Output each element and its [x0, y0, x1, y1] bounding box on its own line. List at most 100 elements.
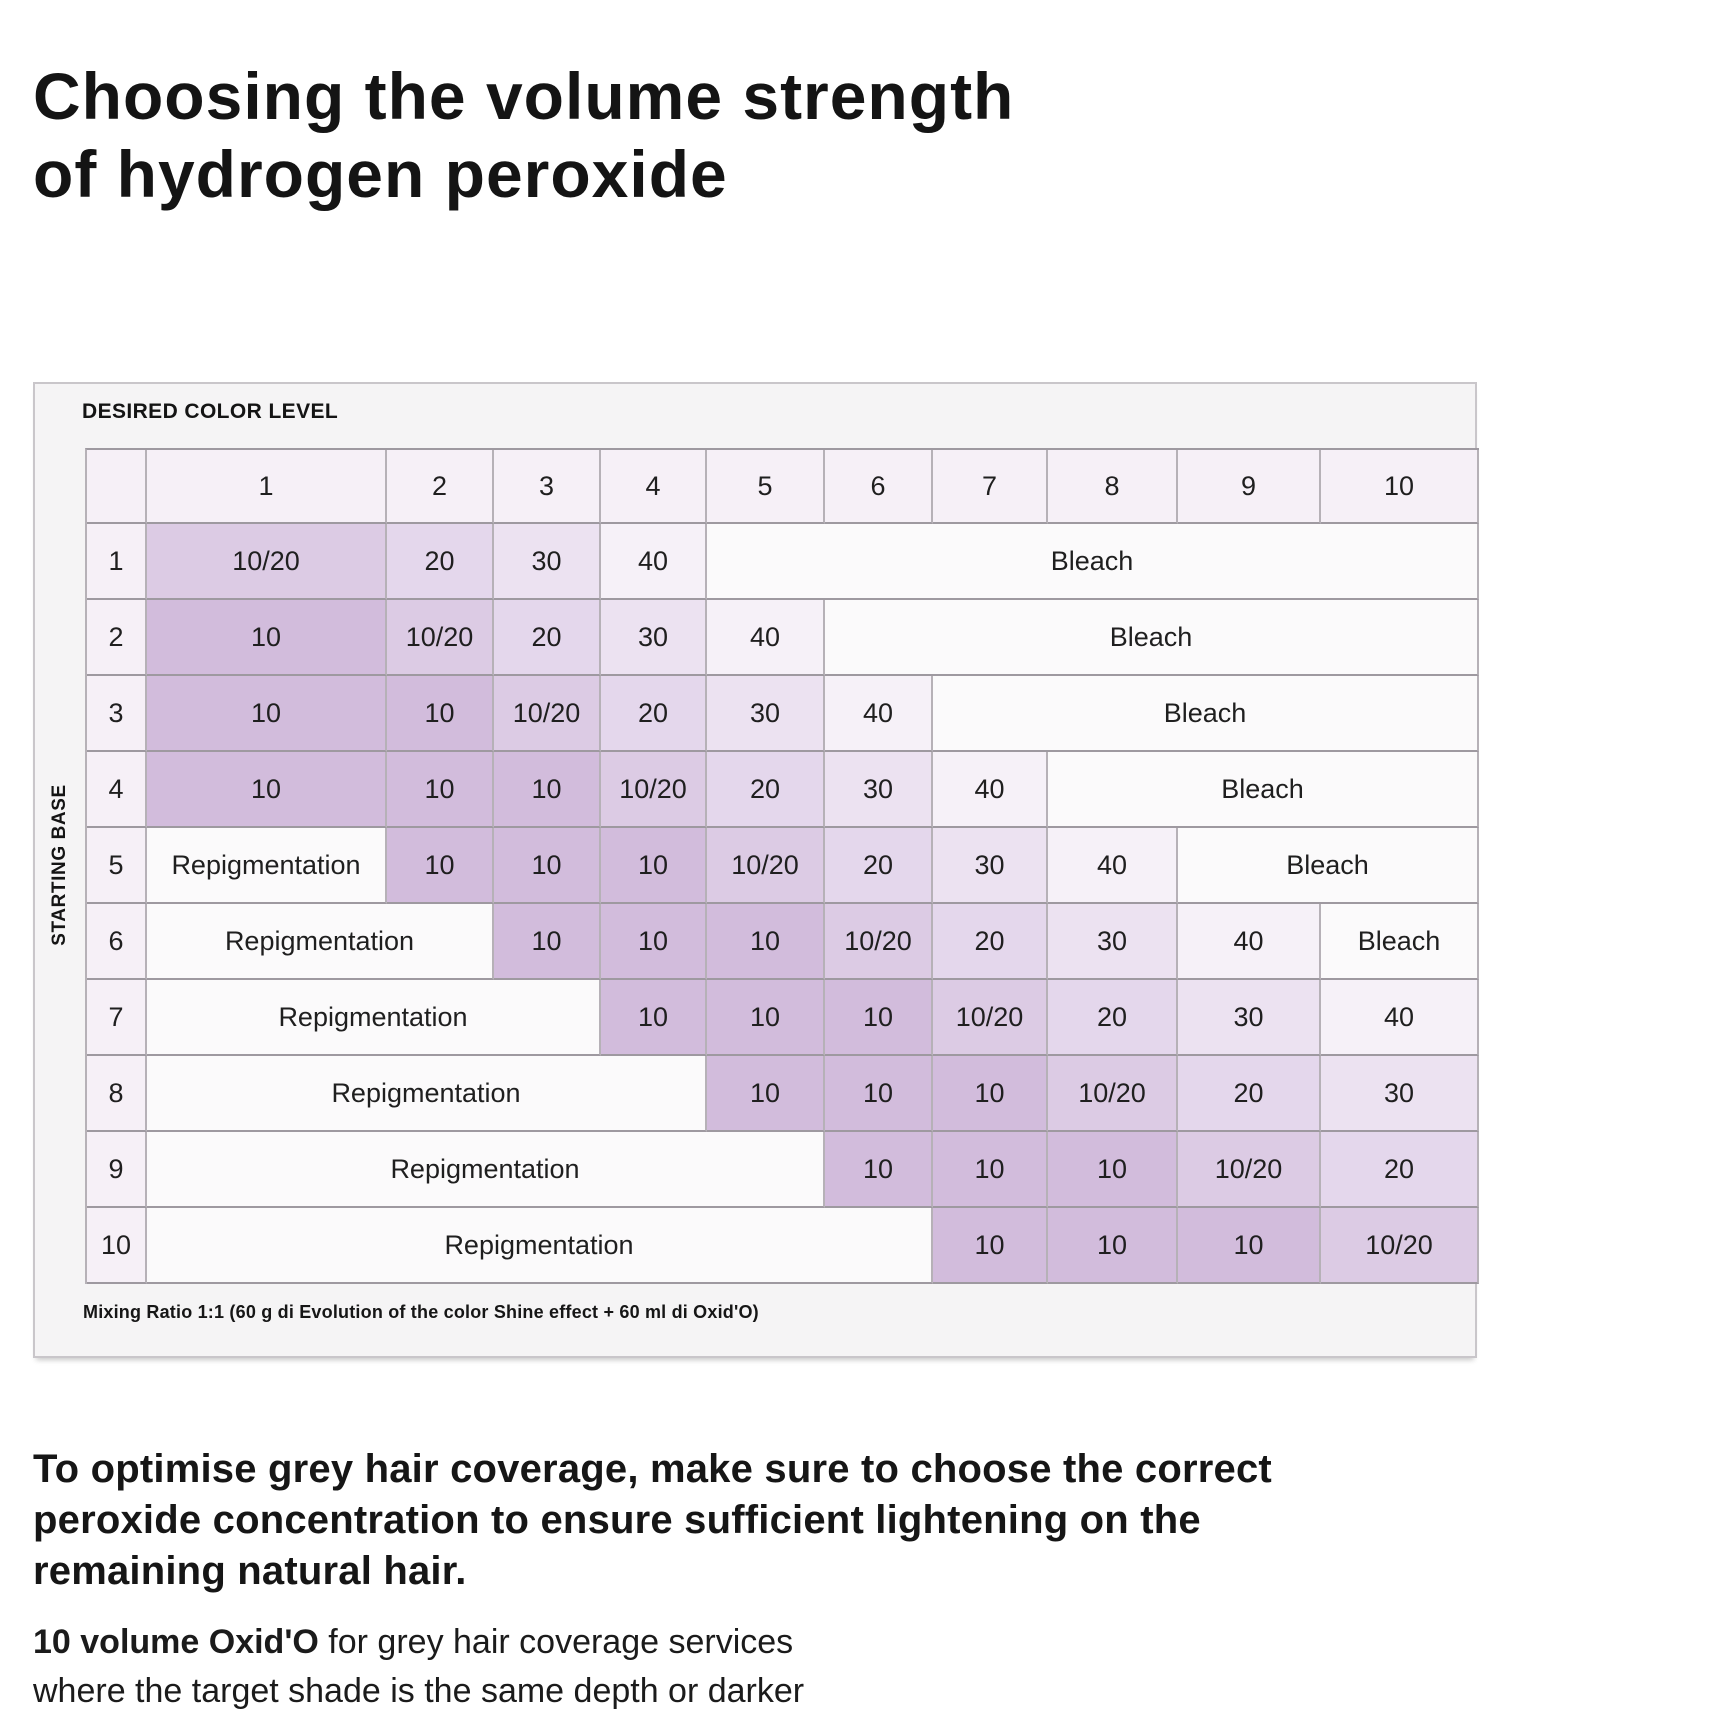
value-cell: 10 [147, 600, 387, 676]
value-cell: Repigmentation [147, 1056, 707, 1132]
value-cell: Repigmentation [147, 828, 387, 904]
value-cell: 10 [825, 1056, 933, 1132]
value-cell: 10 [933, 1132, 1048, 1208]
value-cell: 40 [1321, 980, 1479, 1056]
value-cell: 20 [1321, 1132, 1479, 1208]
value-cell: 10 [601, 980, 707, 1056]
value-cell: 10/20 [1048, 1056, 1178, 1132]
value-cell: Bleach [1321, 904, 1479, 980]
mixing-ratio-note: Mixing Ratio 1:1 (60 g di Evolution of t… [83, 1302, 759, 1322]
value-cell: 30 [494, 524, 601, 600]
value-cell: 10 [387, 752, 494, 828]
value-cell: 30 [1321, 1056, 1479, 1132]
row-label-cell: 9 [87, 1132, 147, 1208]
peroxide-grid: 1 2 3 4 5 6 7 8 9 10 1 10/20 20 30 40 Bleach 2 10 10/20 20 3… [85, 448, 1479, 1284]
value-cell: 20 [933, 904, 1048, 980]
column-header-cell: 5 [707, 450, 825, 524]
row-label-cell: 7 [87, 980, 147, 1056]
value-cell: Bleach [825, 600, 1479, 676]
value-cell: 10/20 [601, 752, 707, 828]
oxido-detail-rest: for grey hair coverage services where th… [33, 1623, 805, 1711]
grey-coverage-emphasis: To optimise grey hair coverage, make sur… [33, 1447, 1272, 1594]
value-cell: 10 [494, 904, 601, 980]
value-cell: 10 [387, 828, 494, 904]
value-cell: 30 [1048, 904, 1178, 980]
value-cell: 10/20 [1178, 1132, 1321, 1208]
value-cell: 10/20 [494, 676, 601, 752]
column-header-cell: 4 [601, 450, 707, 524]
value-cell: 10/20 [707, 828, 825, 904]
value-cell: 20 [825, 828, 933, 904]
row-label-cell: 1 [87, 524, 147, 600]
value-cell: 20 [1048, 980, 1178, 1056]
value-cell: 10 [707, 980, 825, 1056]
starting-base-label: STARTING BASE [49, 784, 71, 946]
column-header-cell: 10 [1321, 450, 1479, 524]
column-header-cell: 2 [387, 450, 494, 524]
value-cell: 10 [147, 676, 387, 752]
value-cell: 10 [825, 1132, 933, 1208]
value-cell: 10 [707, 904, 825, 980]
value-cell: 10 [601, 904, 707, 980]
row-label-cell: 6 [87, 904, 147, 980]
value-cell: 40 [1048, 828, 1178, 904]
starting-base-label-wrap: STARTING BASE [35, 448, 85, 1282]
value-cell: Repigmentation [147, 980, 601, 1056]
column-header-cell: 3 [494, 450, 601, 524]
page-title: Choosing the volume strength of hydrogen… [33, 59, 1015, 211]
value-cell: 10 [147, 752, 387, 828]
value-cell: 10 [494, 752, 601, 828]
value-cell: 20 [387, 524, 494, 600]
value-cell: 40 [601, 524, 707, 600]
value-cell: 10 [933, 1056, 1048, 1132]
value-cell: 30 [933, 828, 1048, 904]
row-label-cell: 4 [87, 752, 147, 828]
oxido-detail-lead: 10 volume Oxid'O [33, 1623, 319, 1661]
column-header-cell: 1 [147, 450, 387, 524]
row-label-cell: 2 [87, 600, 147, 676]
value-cell: 30 [707, 676, 825, 752]
column-header-cell: 9 [1178, 450, 1321, 524]
value-cell: 30 [825, 752, 933, 828]
value-cell: Repigmentation [147, 1132, 825, 1208]
value-cell: Bleach [1048, 752, 1479, 828]
row-label-cell: 8 [87, 1056, 147, 1132]
value-cell: 10 [601, 828, 707, 904]
value-cell: 20 [707, 752, 825, 828]
column-header-cell: 6 [825, 450, 933, 524]
value-cell: 10/20 [387, 600, 494, 676]
value-cell: 10 [494, 828, 601, 904]
value-cell: Repigmentation [147, 1208, 933, 1284]
value-cell: 40 [933, 752, 1048, 828]
value-cell: 10 [1048, 1132, 1178, 1208]
value-cell: 20 [1178, 1056, 1321, 1132]
value-cell: Repigmentation [147, 904, 494, 980]
value-cell: 20 [601, 676, 707, 752]
grid-corner-cell [87, 450, 147, 524]
value-cell: Bleach [1178, 828, 1479, 904]
value-cell: Bleach [933, 676, 1479, 752]
column-header-cell: 7 [933, 450, 1048, 524]
value-cell: 10 [707, 1056, 825, 1132]
value-cell: 10 [933, 1208, 1048, 1284]
column-header-cell: 8 [1048, 450, 1178, 524]
value-cell: 10 [825, 980, 933, 1056]
value-cell: 40 [707, 600, 825, 676]
value-cell: 10/20 [825, 904, 933, 980]
value-cell: 10/20 [147, 524, 387, 600]
desired-color-level-label: DESIRED COLOR LEVEL [82, 400, 339, 423]
value-cell: 40 [1178, 904, 1321, 980]
value-cell: 30 [601, 600, 707, 676]
oxido-detail: 10 volume Oxid'O for grey hair coverage … [33, 1618, 804, 1717]
row-label-cell: 5 [87, 828, 147, 904]
row-label-cell: 10 [87, 1208, 147, 1284]
value-cell: 20 [494, 600, 601, 676]
value-cell: 40 [825, 676, 933, 752]
value-cell: 10/20 [933, 980, 1048, 1056]
value-cell: 10 [1178, 1208, 1321, 1284]
value-cell: 30 [1178, 980, 1321, 1056]
row-label-cell: 3 [87, 676, 147, 752]
value-cell: 10/20 [1321, 1208, 1479, 1284]
value-cell: 10 [387, 676, 494, 752]
